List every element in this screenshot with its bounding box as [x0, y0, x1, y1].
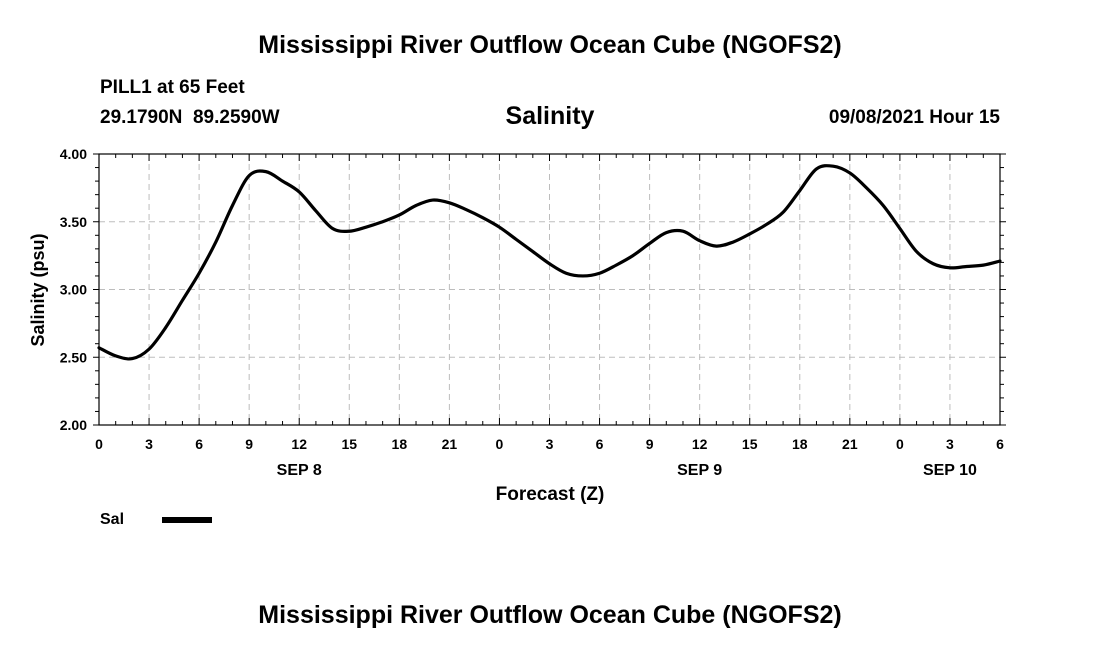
salinity-series-line — [97, 164, 1002, 361]
x-tick-label: 21 — [442, 436, 458, 452]
x-tick-label: 6 — [596, 436, 604, 452]
x-tick-label: 15 — [341, 436, 357, 452]
x-tick-label: 15 — [742, 436, 758, 452]
x-tick-label: 0 — [496, 436, 504, 452]
chart-title: Mississippi River Outflow Ocean Cube (NG… — [258, 31, 842, 59]
y-tick-label: 2.50 — [60, 349, 87, 365]
x-tick-label: 21 — [842, 436, 858, 452]
legend-label: Sal — [100, 511, 124, 528]
x-tick-label: 9 — [646, 436, 654, 452]
y-axis-label: Salinity (psu) — [28, 233, 48, 346]
forecast-timestamp: 09/08/2021 Hour 15 — [828, 107, 1000, 128]
x-tick-label: 6 — [195, 436, 203, 452]
x-tick-label: 9 — [245, 436, 253, 452]
chart-grid — [99, 154, 1000, 425]
y-tick-label: 4.00 — [60, 146, 87, 162]
station-label: PILL1 at 65 Feet — [100, 77, 245, 98]
station-coordinates: 29.1790N 89.2590W — [100, 107, 280, 128]
legend-swatch — [162, 517, 212, 523]
axis-tick-labels: 0 3 6 9 12 15 18 21 0 3 6 9 12 15 18 21 0 3 6 2.00 2.50 3.00 3… — [60, 146, 1004, 479]
x-tick-label: 18 — [392, 436, 408, 452]
x-tick-label: 6 — [996, 436, 1004, 452]
x-tick-label: 0 — [95, 436, 103, 452]
x-tick-label: 18 — [792, 436, 808, 452]
x-tick-label: 12 — [291, 436, 307, 452]
y-tick-label: 2.00 — [60, 417, 87, 433]
x-tick-label: 3 — [546, 436, 554, 452]
day-label: SEP 9 — [677, 462, 722, 479]
day-label: SEP 8 — [277, 462, 322, 479]
x-tick-label: 3 — [145, 436, 153, 452]
x-tick-label: 12 — [692, 436, 708, 452]
x-tick-label: 0 — [896, 436, 904, 452]
y-tick-label: 3.50 — [60, 214, 87, 230]
chart-subtitle: Salinity — [505, 102, 595, 130]
day-label: SEP 10 — [923, 462, 977, 479]
x-axis-label: Forecast (Z) — [496, 484, 605, 505]
footer-title: Mississippi River Outflow Ocean Cube (NG… — [258, 601, 842, 629]
axis-ticks — [93, 153, 1006, 426]
x-tick-label: 3 — [946, 436, 954, 452]
y-tick-label: 3.00 — [60, 282, 87, 298]
